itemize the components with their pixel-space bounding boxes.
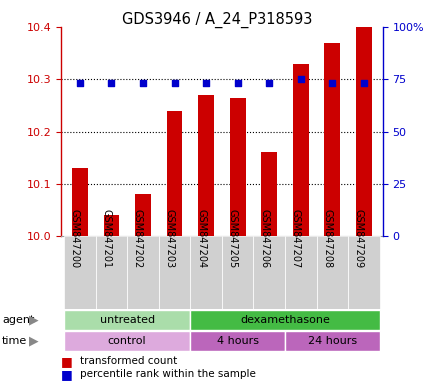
- Bar: [190, 331, 284, 351]
- Text: dexamethasone: dexamethasone: [240, 315, 329, 325]
- Text: 4 hours: 4 hours: [216, 336, 258, 346]
- Bar: [221, 236, 253, 309]
- Text: GSM847209: GSM847209: [353, 209, 363, 268]
- Bar: [103, 215, 119, 236]
- Bar: [166, 111, 182, 236]
- Bar: [64, 310, 190, 330]
- Text: ▶: ▶: [29, 335, 39, 348]
- Text: ■: ■: [61, 368, 72, 381]
- Text: GSM847201: GSM847201: [101, 209, 111, 268]
- Bar: [190, 310, 379, 330]
- Text: percentile rank within the sample: percentile rank within the sample: [80, 369, 256, 379]
- Bar: [127, 236, 158, 309]
- Bar: [284, 236, 316, 309]
- Text: GSM847204: GSM847204: [196, 209, 206, 268]
- Bar: [72, 168, 88, 236]
- Point: [76, 80, 83, 86]
- Text: GSM847205: GSM847205: [227, 209, 237, 268]
- Bar: [190, 236, 221, 309]
- Text: untreated: untreated: [99, 315, 155, 325]
- Text: GSM847202: GSM847202: [133, 209, 143, 268]
- Text: GSM847200: GSM847200: [70, 209, 80, 268]
- Text: control: control: [108, 336, 146, 346]
- Bar: [355, 27, 371, 236]
- Point: [202, 80, 209, 86]
- Point: [328, 80, 335, 86]
- Bar: [324, 43, 339, 236]
- Bar: [64, 236, 95, 309]
- Bar: [261, 152, 276, 236]
- Text: ▶: ▶: [29, 314, 39, 327]
- Text: GSM847207: GSM847207: [290, 209, 300, 268]
- Text: time: time: [2, 336, 27, 346]
- Bar: [347, 236, 379, 309]
- Bar: [292, 63, 308, 236]
- Text: GSM847208: GSM847208: [322, 209, 332, 268]
- Bar: [316, 236, 347, 309]
- Point: [171, 80, 178, 86]
- Text: GDS3946 / A_24_P318593: GDS3946 / A_24_P318593: [122, 12, 312, 28]
- Bar: [95, 236, 127, 309]
- Point: [265, 80, 272, 86]
- Bar: [64, 331, 190, 351]
- Point: [233, 80, 240, 86]
- Text: GSM847206: GSM847206: [259, 209, 269, 268]
- Text: 24 hours: 24 hours: [307, 336, 356, 346]
- Bar: [198, 95, 214, 236]
- Point: [139, 80, 146, 86]
- Bar: [229, 98, 245, 236]
- Point: [296, 76, 303, 82]
- Text: ■: ■: [61, 355, 72, 368]
- Point: [359, 80, 366, 86]
- Text: transformed count: transformed count: [80, 356, 178, 366]
- Bar: [135, 194, 151, 236]
- Bar: [158, 236, 190, 309]
- Text: GSM847203: GSM847203: [164, 209, 174, 268]
- Bar: [253, 236, 284, 309]
- Point: [108, 80, 115, 86]
- Text: agent: agent: [2, 315, 34, 325]
- Bar: [284, 331, 379, 351]
